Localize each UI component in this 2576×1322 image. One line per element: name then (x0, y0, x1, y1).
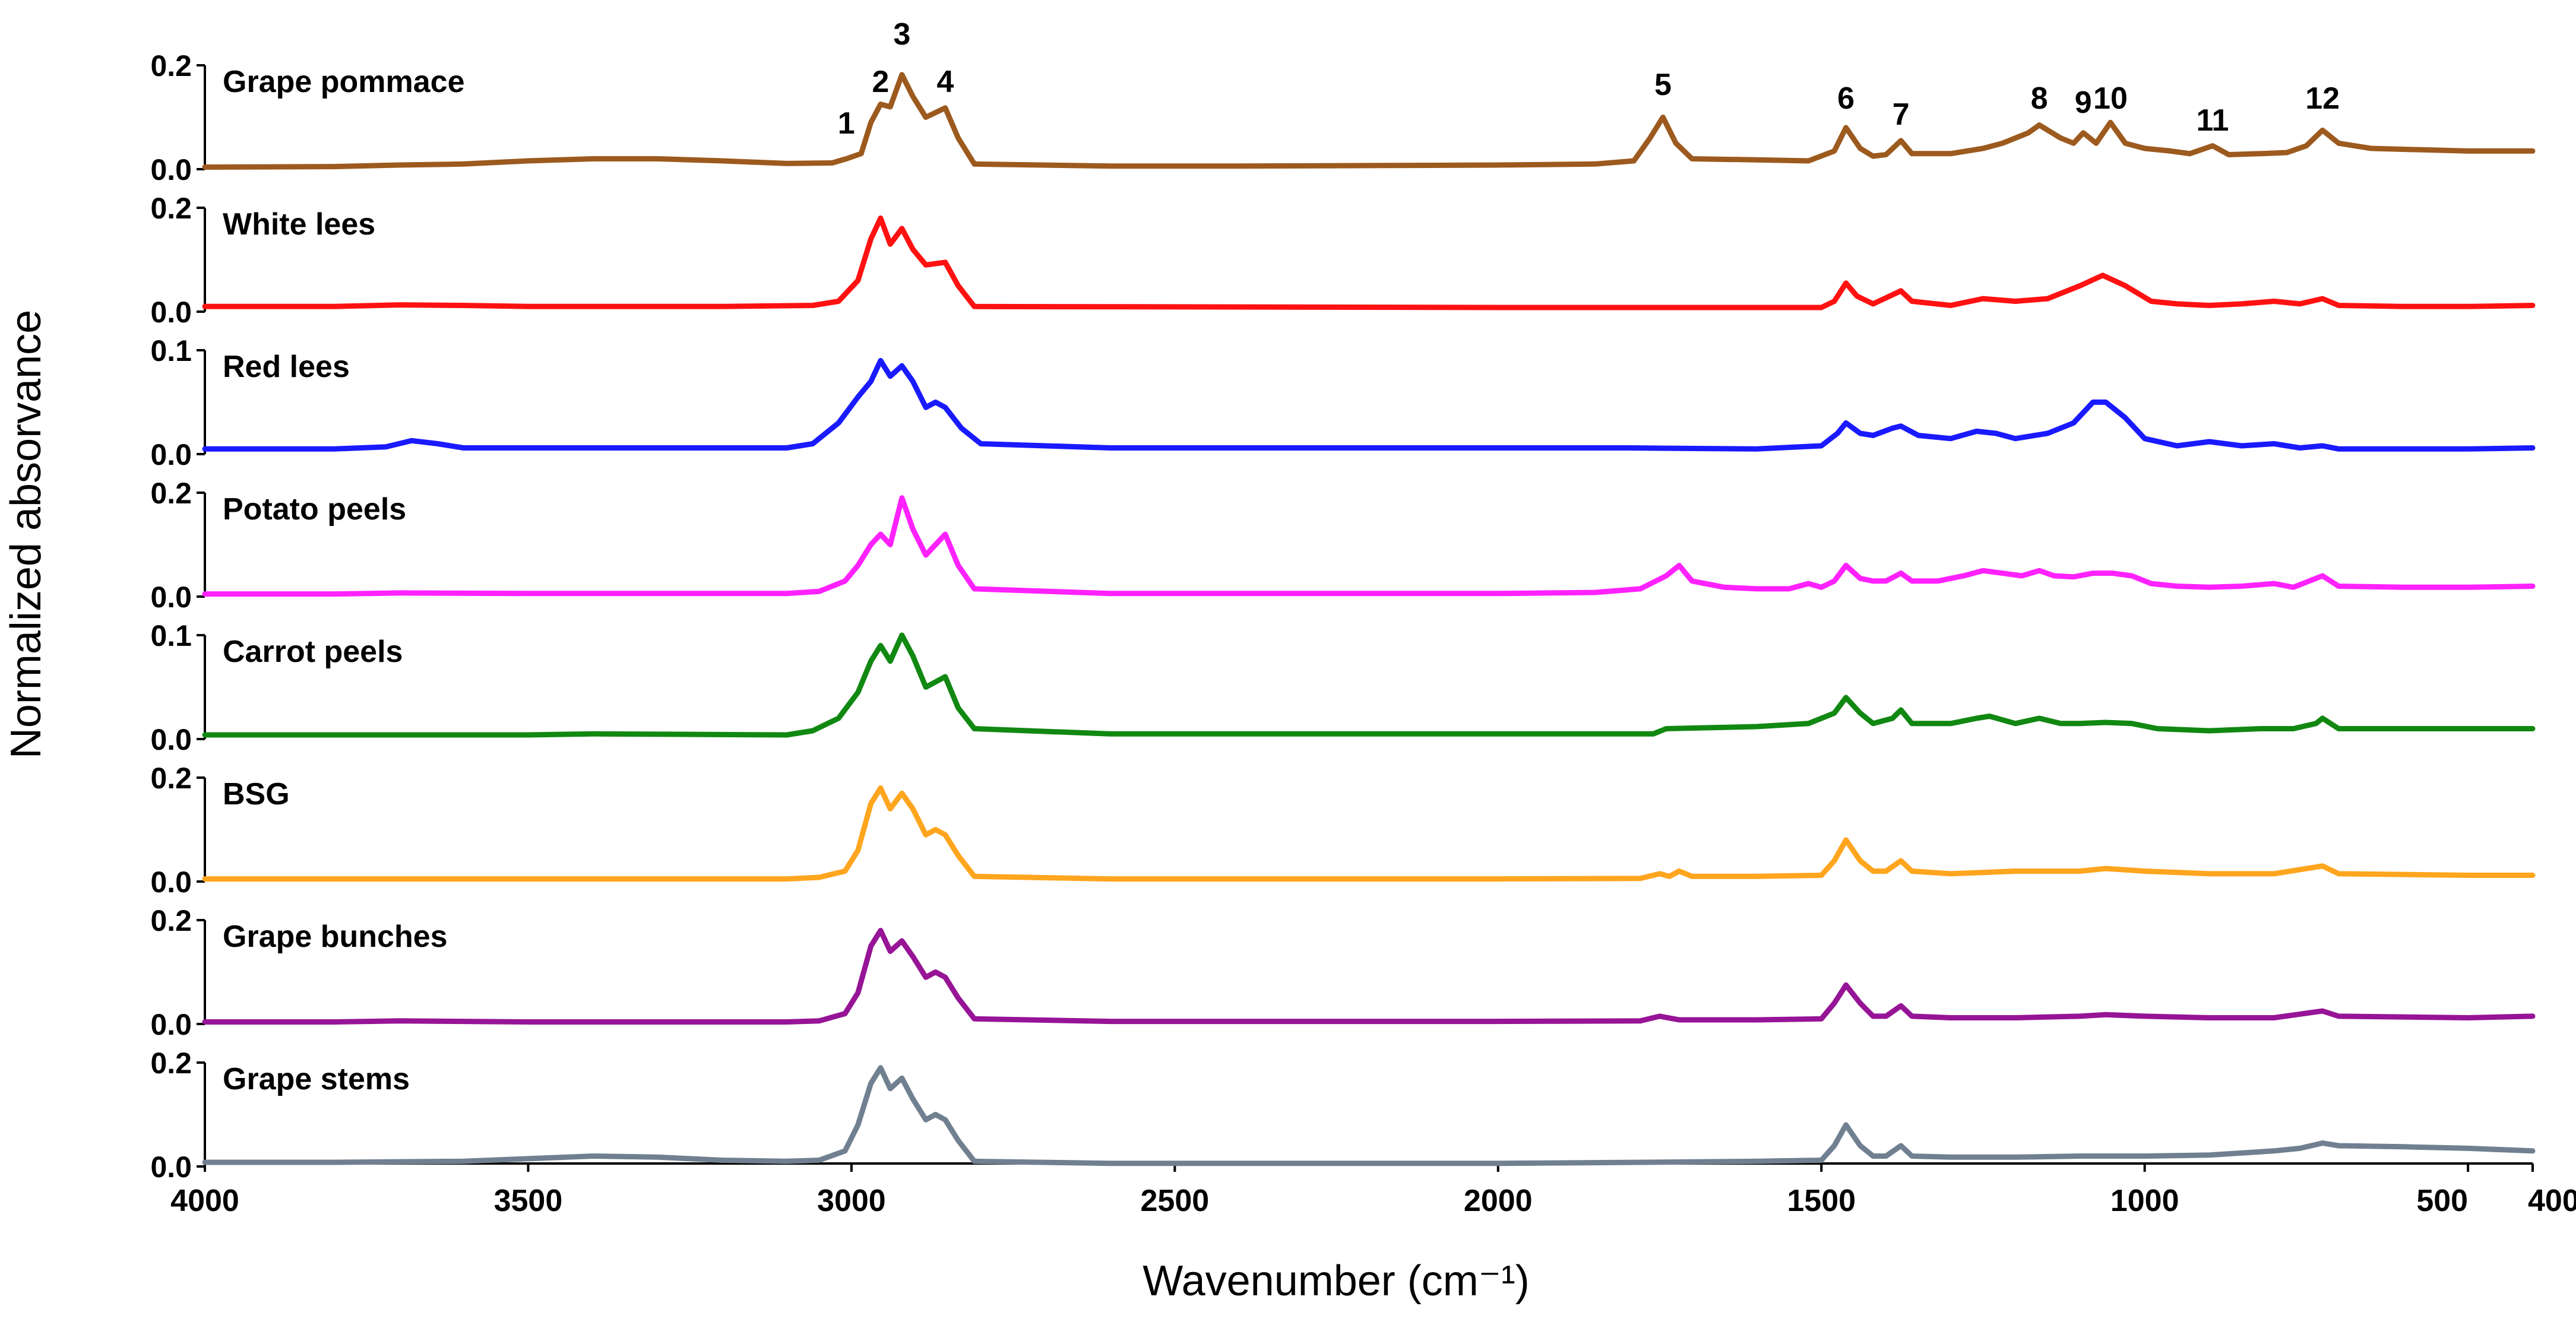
x-axis-title: Wavenumber (cm⁻¹) (1143, 1257, 1529, 1305)
x-tick-label: 1500 (1787, 1184, 1856, 1218)
series-label: Grape pommace (223, 65, 465, 99)
y-tick-label: 0.2 (150, 762, 192, 795)
series-layer (202, 72, 2536, 1166)
series-line (202, 495, 2536, 597)
series-label: Red lees (223, 350, 350, 384)
y-tick-label: 0.0 (150, 866, 192, 899)
series-line (202, 928, 2536, 1025)
series-label: White lees (223, 207, 375, 242)
y-tick-label: 0.2 (150, 1047, 192, 1080)
x-tick-label: 500 (2416, 1184, 2468, 1218)
series-label: Grape bunches (223, 920, 448, 954)
peak-number-label: 7 (1893, 97, 1910, 132)
series-line (202, 632, 2536, 738)
peak-number-label: 8 (2031, 81, 2048, 116)
series-line (202, 215, 2536, 310)
peak-number-label: 4 (936, 65, 954, 99)
axes-layer (197, 64, 2534, 1172)
y-tick-label: 0.0 (150, 438, 192, 471)
y-tick-label: 0.2 (150, 49, 192, 83)
label-layer: Wavenumber (cm⁻¹) Normalized absorvance … (2, 17, 2576, 1305)
y-tick-label: 0.0 (150, 1008, 192, 1041)
peak-number-label: 12 (2305, 81, 2340, 116)
y-tick-label: 0.2 (150, 904, 192, 937)
y-tick-label: 0.0 (150, 581, 192, 614)
y-tick-label: 0.0 (150, 296, 192, 329)
series-line (202, 358, 2536, 452)
peak-number-label: 10 (2093, 81, 2128, 116)
y-tick-label: 0.0 (150, 1150, 192, 1184)
series-label: BSG (223, 777, 290, 811)
peak-number-label: 3 (893, 17, 910, 52)
x-tick-label: 1000 (2110, 1184, 2179, 1218)
peak-number-label: 2 (872, 65, 889, 99)
series-label: Grape stems (223, 1062, 410, 1096)
series-line (202, 72, 2536, 170)
x-tick-label: 400 (2528, 1184, 2576, 1218)
x-tick-label: 2000 (1464, 1184, 1533, 1218)
peak-number-label: 5 (1654, 68, 1672, 102)
y-axis-title: Normalized absorvance (2, 310, 50, 759)
y-tick-label: 0.1 (150, 334, 192, 367)
x-tick-label: 4000 (170, 1184, 239, 1218)
y-tick-label: 0.1 (150, 619, 192, 652)
y-tick-label: 0.0 (150, 153, 192, 186)
y-tick-label: 0.2 (150, 477, 192, 510)
x-tick-label: 2500 (1140, 1184, 1209, 1218)
peak-number-label: 1 (838, 106, 855, 141)
series-label: Potato peels (223, 492, 406, 527)
y-tick-label: 0.0 (150, 723, 192, 756)
series-line (202, 1065, 2536, 1166)
peak-number-label: 9 (2075, 85, 2092, 120)
peak-number-label: 6 (1837, 81, 1855, 116)
peak-number-label: 11 (2197, 103, 2229, 138)
series-label: Carrot peels (223, 635, 403, 669)
series-line (202, 785, 2536, 882)
y-tick-label: 0.2 (150, 192, 192, 225)
x-tick-label: 3000 (817, 1184, 886, 1218)
x-tick-label: 3500 (494, 1184, 563, 1218)
